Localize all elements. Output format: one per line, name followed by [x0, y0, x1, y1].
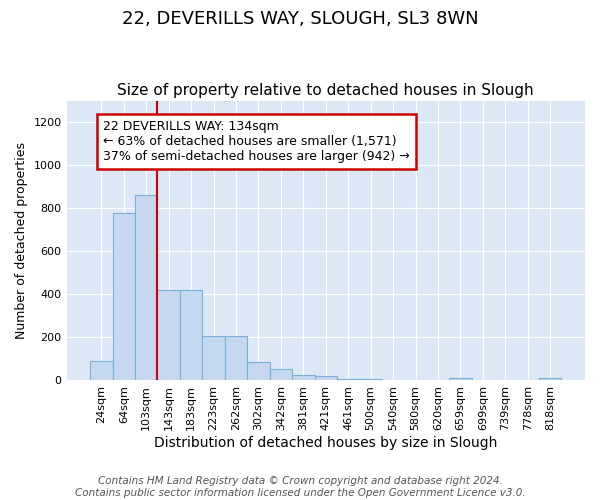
Bar — [539, 378, 562, 380]
Bar — [247, 362, 269, 380]
Y-axis label: Number of detached properties: Number of detached properties — [15, 142, 28, 339]
Bar — [292, 375, 314, 380]
Bar — [135, 196, 157, 380]
X-axis label: Distribution of detached houses by size in Slough: Distribution of detached houses by size … — [154, 436, 497, 450]
Bar — [314, 376, 337, 380]
Text: Contains HM Land Registry data © Crown copyright and database right 2024.
Contai: Contains HM Land Registry data © Crown c… — [74, 476, 526, 498]
Text: 22, DEVERILLS WAY, SLOUGH, SL3 8WN: 22, DEVERILLS WAY, SLOUGH, SL3 8WN — [122, 10, 478, 28]
Bar — [202, 336, 225, 380]
Text: 22 DEVERILLS WAY: 134sqm
← 63% of detached houses are smaller (1,571)
37% of sem: 22 DEVERILLS WAY: 134sqm ← 63% of detach… — [103, 120, 410, 163]
Title: Size of property relative to detached houses in Slough: Size of property relative to detached ho… — [118, 83, 534, 98]
Bar — [180, 290, 202, 380]
Bar — [157, 290, 180, 380]
Bar — [225, 336, 247, 380]
Bar — [113, 212, 135, 380]
Bar — [90, 361, 113, 380]
Bar — [269, 368, 292, 380]
Bar — [449, 378, 472, 380]
